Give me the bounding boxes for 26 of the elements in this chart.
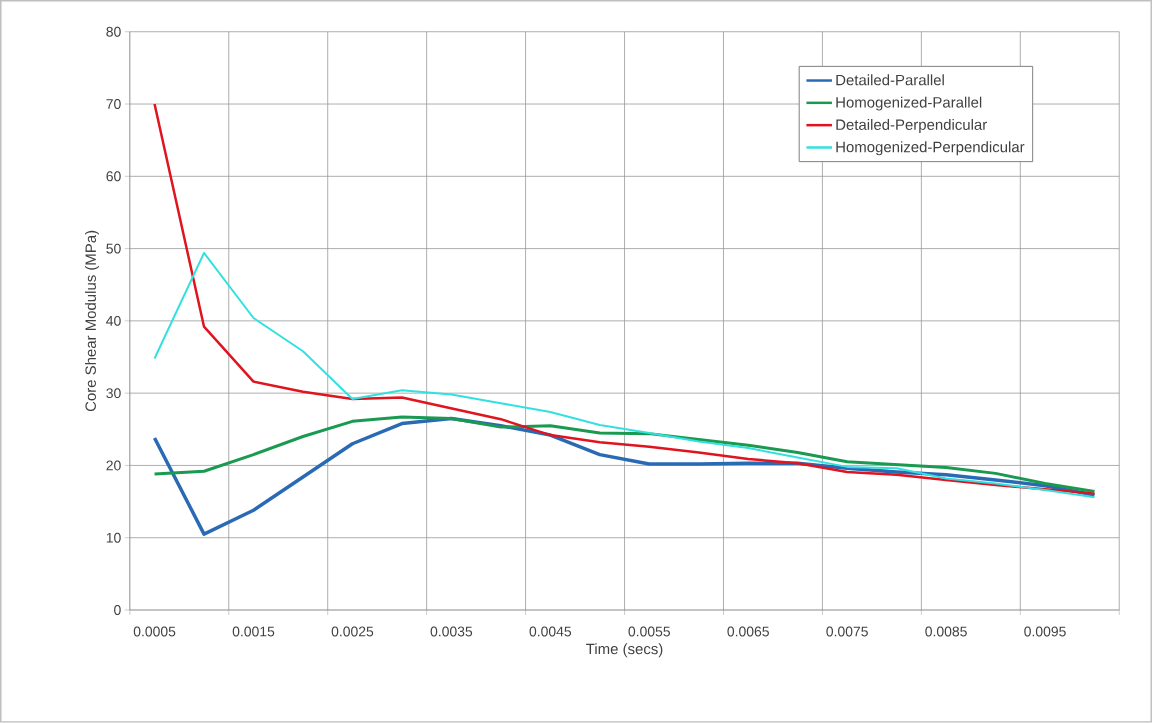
x-tick-label: 0.0005 <box>133 626 176 637</box>
x-tick-label: 0.0055 <box>628 626 671 637</box>
legend-label: Detailed-Parallel <box>836 74 944 86</box>
legend-label: Homogenized-Parallel <box>836 96 982 111</box>
legend-label: Detailed-Perpendicular <box>836 119 987 134</box>
y-tick-label: 60 <box>106 171 121 182</box>
x-tick-label: 0.0015 <box>232 626 275 637</box>
y-axis-title: Core Shear Modulus (MPa) <box>85 230 99 412</box>
x-tick-label: 0.0095 <box>1024 626 1066 637</box>
x-axis-title: Time (secs) <box>586 643 663 658</box>
x-tick-label: 0.0085 <box>925 626 967 637</box>
y-tick-label: 0 <box>114 605 121 616</box>
x-tick-label: 0.0075 <box>826 626 868 637</box>
y-tick-label: 10 <box>106 532 121 543</box>
y-tick-label: 80 <box>106 26 121 37</box>
legend-label: Homogenized-Perpendicular <box>836 141 1025 156</box>
x-tick-label: 0.0035 <box>430 626 473 637</box>
y-tick-label: 70 <box>106 99 121 110</box>
y-tick-label: 20 <box>106 460 121 471</box>
x-tick-label: 0.0025 <box>331 626 374 637</box>
y-tick-label: 40 <box>106 316 121 326</box>
x-tick-label: 0.0065 <box>727 626 769 637</box>
line-series <box>153 252 1096 499</box>
y-tick-label: 50 <box>106 243 121 254</box>
y-tick-label: 30 <box>106 388 121 399</box>
x-tick-label: 0.0045 <box>529 626 572 637</box>
